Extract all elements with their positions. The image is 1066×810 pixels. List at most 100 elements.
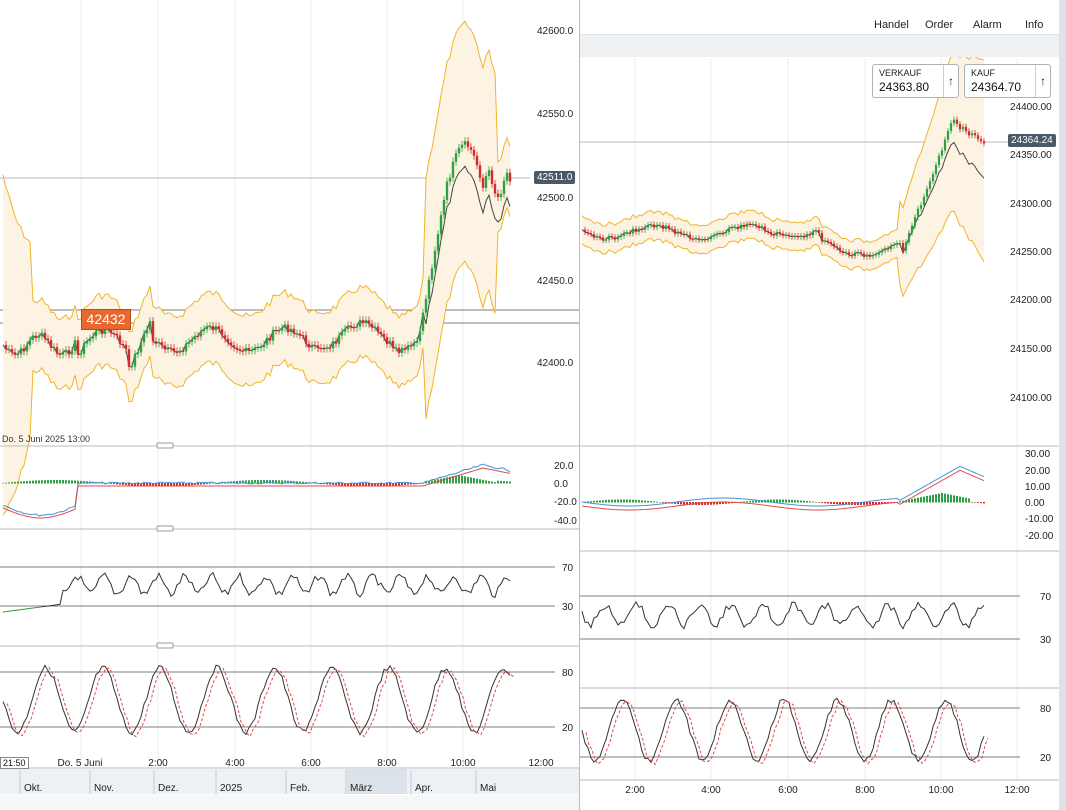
macd-histogram-bar: [773, 499, 775, 503]
macd-histogram-bar: [836, 502, 838, 505]
alarm-button[interactable]: Alarm: [973, 19, 1002, 31]
macd-histogram-bar: [38, 480, 40, 484]
candle: [262, 344, 266, 348]
arrow-up-icon[interactable]: ↑: [943, 65, 958, 97]
date-caption: Do. 5 Juni 2025 13:00: [2, 434, 91, 444]
highlight-price-label: 42432: [81, 309, 131, 330]
candle: [133, 354, 137, 367]
right-scrollbar[interactable]: [1059, 0, 1066, 810]
macd-histogram-bar: [338, 483, 340, 486]
candle: [766, 230, 770, 232]
macd-histogram-bar: [458, 475, 460, 484]
arrow-up-icon[interactable]: ↑: [1035, 65, 1050, 97]
macd-histogram-bar: [44, 480, 46, 484]
candle: [478, 165, 482, 178]
candle: [682, 233, 686, 235]
pane-resize-handle: [156, 442, 174, 449]
candle: [79, 354, 83, 356]
sell-box[interactable]: VERKAUF 24363.80 ↑: [872, 64, 959, 98]
candle: [334, 341, 338, 344]
candle: [907, 232, 911, 243]
candle: [964, 126, 968, 132]
candle: [55, 347, 59, 354]
candle: [319, 348, 323, 350]
candle: [340, 331, 344, 336]
candle: [4, 344, 8, 350]
macd-histogram-bar: [455, 475, 457, 484]
candle: [976, 135, 980, 140]
candle: [415, 341, 419, 343]
navigator-month-label: Mai: [480, 783, 496, 794]
candle: [781, 233, 785, 236]
macd-histogram-bar: [374, 483, 376, 487]
candle: [742, 224, 746, 227]
candle: [817, 230, 821, 233]
macd-histogram-bar: [929, 495, 931, 503]
macd-histogram-bar: [887, 502, 889, 504]
macd-histogram-bar: [875, 502, 877, 505]
right-chart-pane[interactable]: 24400.00 24350.00 24300.00 24250.00 24200.00…: [580, 0, 1059, 810]
candle: [247, 348, 251, 351]
pane-divider[interactable]: [579, 0, 580, 810]
macd-histogram-bar: [809, 501, 811, 503]
candle: [238, 349, 242, 351]
candle: [460, 144, 464, 148]
macd-histogram-bar: [167, 483, 169, 487]
macd-histogram-bar: [743, 501, 745, 503]
macd-histogram-bar: [128, 483, 130, 486]
candle: [397, 347, 401, 353]
buy-box[interactable]: KAUF 24364.70 ↑: [964, 64, 1051, 98]
macd-axis-label: -10.00: [1025, 514, 1054, 525]
macd-line: [581, 465, 985, 507]
macd-histogram-bar: [302, 481, 304, 484]
buy-value: 24364.70: [971, 80, 1022, 94]
candle: [349, 325, 353, 328]
macd-histogram-bar: [185, 483, 187, 486]
macd-axis-label: -40.0: [554, 516, 577, 527]
candle: [652, 224, 656, 228]
macd-histogram-bar: [941, 493, 943, 503]
candle: [871, 255, 875, 257]
handel-button[interactable]: Handel: [874, 19, 909, 31]
macd-histogram-bar: [776, 499, 778, 503]
candle: [631, 228, 635, 234]
candle: [811, 231, 815, 236]
macd-histogram-bar: [488, 481, 490, 484]
candle: [145, 329, 149, 334]
macd-histogram-bar: [848, 502, 850, 505]
macd-histogram-bar: [428, 481, 430, 484]
candle: [919, 205, 923, 209]
candle: [793, 235, 797, 237]
candle: [814, 230, 818, 232]
candle: [799, 235, 803, 238]
macd-histogram-bar: [617, 499, 619, 503]
macd-histogram-bar: [683, 502, 685, 505]
candle: [937, 155, 941, 166]
candle: [925, 188, 929, 197]
macd-histogram-bar: [260, 480, 262, 484]
macd-histogram-bar: [5, 482, 7, 484]
macd-histogram-bar: [434, 479, 436, 484]
left-chart-pane[interactable]: 42600.0 42550.0 42500.0 42450.0 42400.0 20.0 0…: [0, 0, 579, 810]
right-chart-canvas[interactable]: 24400.00 24350.00 24300.00 24250.00 24200.00…: [580, 0, 1059, 810]
candle: [490, 170, 494, 184]
macd-histogram-bar: [332, 483, 334, 485]
macd-histogram-bar: [629, 499, 631, 503]
info-button[interactable]: Info: [1025, 19, 1044, 31]
macd-histogram-bar: [155, 483, 157, 487]
macd-histogram-bar: [794, 500, 796, 503]
left-chart-canvas[interactable]: 42600.0 42550.0 42500.0 42450.0 42400.0 20.0 0…: [0, 0, 579, 810]
candle: [160, 342, 164, 346]
macd-histogram-bar: [398, 483, 400, 486]
candle: [697, 238, 701, 240]
macd-histogram-bar: [797, 500, 799, 503]
macd-axis-label: 0.00: [1025, 498, 1045, 509]
candle: [883, 248, 887, 251]
candle: [286, 324, 290, 333]
candle: [718, 233, 722, 235]
candle: [307, 343, 311, 348]
candle: [199, 331, 203, 337]
macd-histogram-bar: [104, 482, 106, 484]
order-button[interactable]: Order: [925, 19, 954, 31]
macd-histogram-bar: [383, 483, 385, 487]
